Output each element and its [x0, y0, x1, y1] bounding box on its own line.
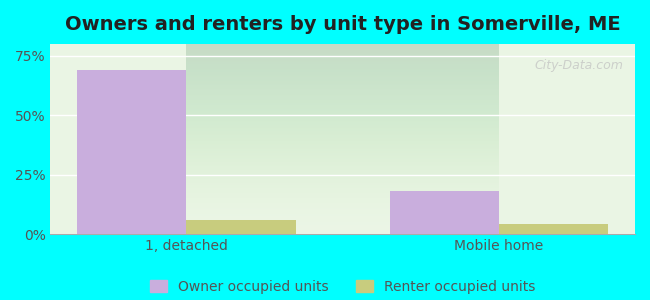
Bar [389, 191, 499, 234]
Bar [187, 220, 296, 234]
Title: Owners and renters by unit type in Somerville, ME: Owners and renters by unit type in Somer… [65, 15, 621, 34]
Legend: Owner occupied units, Renter occupied units: Owner occupied units, Renter occupied un… [144, 274, 541, 299]
Bar [499, 224, 608, 234]
Bar [77, 70, 187, 234]
Text: City-Data.com: City-Data.com [534, 59, 623, 72]
